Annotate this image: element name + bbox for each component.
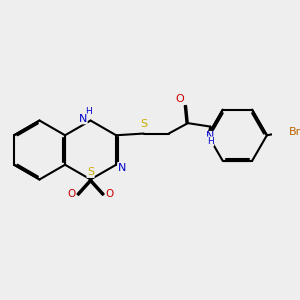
Text: S: S [87,167,94,177]
Text: H: H [207,137,214,146]
Text: N: N [79,114,87,124]
Text: N: N [118,163,126,172]
Text: S: S [140,119,147,129]
Text: Br: Br [289,127,300,137]
Text: H: H [85,107,92,116]
Text: O: O [106,189,114,199]
Text: O: O [176,94,184,104]
Text: N: N [206,131,214,142]
Text: O: O [68,189,76,199]
